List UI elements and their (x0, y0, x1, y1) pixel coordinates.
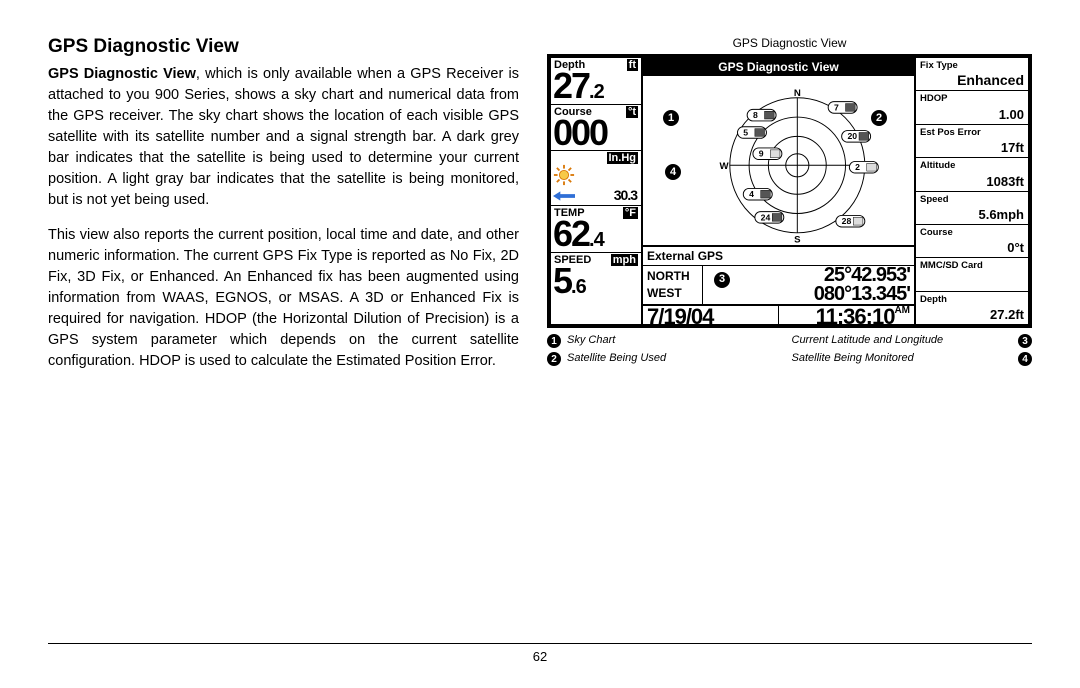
external-gps-label: External GPS (643, 245, 914, 265)
device-right-panel: Fix TypeEnhancedHDOP1.00Est Pos Error17f… (916, 58, 1028, 324)
svg-text:S: S (794, 234, 801, 244)
paragraph-2: This view also reports the current posit… (48, 225, 519, 372)
device-left-panel: Depthft27.2Course°t000 In.Hg 30.3TEMP°F6… (551, 58, 643, 324)
coordinate-block: NORTH WEST 3 25°42.953' 080°13.345' (643, 265, 914, 304)
figure-legend: 1 Sky Chart Current Latitude and Longitu… (547, 334, 1032, 366)
left-row-label: In.Hg (551, 150, 641, 164)
svg-text:8: 8 (753, 110, 758, 120)
legend-text-2: Satellite Being Used (567, 352, 788, 366)
callout-2: 2 (871, 110, 887, 126)
footer-rule (48, 643, 1032, 644)
svg-text:2: 2 (855, 162, 860, 172)
svg-text:5: 5 (743, 127, 748, 137)
north-label: NORTH (647, 268, 702, 285)
page-number: 62 (0, 649, 1080, 664)
paragraph-1: GPS Diagnostic View, which is only avail… (48, 64, 519, 211)
right-cell: Course0°t (916, 225, 1028, 258)
device-center-panel: GPS Diagnostic View NSEW 8 7 5 20 9 2 (643, 58, 916, 324)
left-row-value: 000 (551, 118, 641, 151)
device-title-bar: GPS Diagnostic View (643, 58, 914, 76)
svg-text:24: 24 (761, 212, 771, 222)
longitude-value: 080°13.345' (703, 285, 910, 304)
west-label: WEST (647, 285, 702, 302)
callout-1: 1 (663, 110, 679, 126)
sky-chart: NSEW 8 7 5 20 9 2 4 (643, 76, 914, 245)
legend-num-2: 2 (547, 352, 561, 366)
device-screen: Depthft27.2Course°t000 In.Hg 30.3TEMP°F6… (547, 54, 1032, 328)
para1-lead: GPS Diagnostic View (48, 66, 196, 82)
sun-icon (553, 164, 575, 186)
right-cell: Altitude1083ft (916, 158, 1028, 191)
arrow-left-icon (553, 191, 575, 201)
page-heading: GPS Diagnostic View (48, 36, 519, 58)
right-cell: Speed5.6mph (916, 192, 1028, 225)
figure-caption: GPS Diagnostic View (733, 36, 847, 50)
legend-text-1: Sky Chart (567, 334, 788, 348)
right-cell: HDOP1.00 (916, 91, 1028, 124)
svg-text:W: W (719, 161, 729, 172)
legend-num-1: 1 (547, 334, 561, 348)
right-cell: Est Pos Error17ft (916, 125, 1028, 158)
weather-row (551, 164, 641, 186)
left-row-value: 27.2 (551, 71, 641, 104)
left-row-value: 5.6 (551, 266, 641, 299)
svg-text:4: 4 (749, 189, 754, 199)
right-cell: MMC/SD Card (916, 258, 1028, 291)
legend-num-4: 4 (1018, 352, 1032, 366)
svg-text:28: 28 (842, 216, 852, 226)
right-cell: Depth27.2ft (916, 292, 1028, 324)
date-time-row: 7/19/04 11:36:10AM (643, 304, 914, 328)
legend-num-3: 3 (1018, 334, 1032, 348)
svg-text:20: 20 (847, 131, 857, 141)
callout-3: 3 (714, 272, 730, 288)
time-value: 11:36:10AM (779, 306, 914, 328)
legend-text-4: Satellite Being Monitored (792, 352, 1013, 366)
pressure-row: 30.3 (551, 186, 641, 205)
svg-text:7: 7 (834, 102, 839, 112)
left-row-value: 62.4 (551, 219, 641, 252)
right-cell: Fix TypeEnhanced (916, 58, 1028, 91)
date-value: 7/19/04 (643, 306, 779, 328)
legend-text-3: Current Latitude and Longitude (792, 334, 1013, 348)
para1-rest: , which is only available when a GPS Rec… (48, 66, 519, 208)
callout-4: 4 (665, 164, 681, 180)
svg-text:N: N (794, 88, 801, 99)
svg-text:9: 9 (759, 149, 764, 159)
